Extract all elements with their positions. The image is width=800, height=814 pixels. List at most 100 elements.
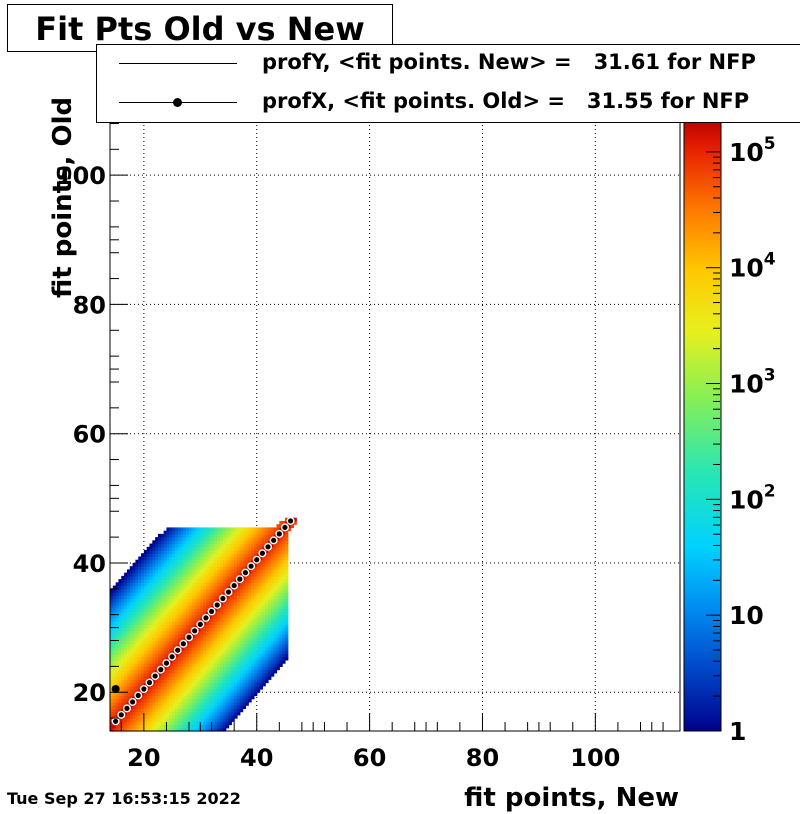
heatmap-cell (157, 537, 162, 541)
heatmap-cell (284, 614, 289, 619)
heatmap-cell (143, 585, 148, 590)
heatmap-cell (129, 566, 134, 571)
heatmap-cell (186, 543, 190, 548)
heatmap-cell (253, 627, 258, 632)
heatmap-cell (163, 666, 168, 671)
heatmap-cell (222, 624, 227, 629)
heatmap-cell (132, 601, 136, 606)
heatmap-cell (211, 569, 216, 574)
heatmap-cell (284, 656, 289, 661)
heatmap-cell (268, 553, 272, 558)
heatmap-cell (220, 721, 224, 726)
heatmap-cell (126, 634, 131, 638)
heatmap-cell (245, 588, 249, 593)
heatmap-cell (163, 595, 168, 600)
heatmap-cell (174, 721, 179, 726)
heatmap-cell (284, 646, 289, 651)
heatmap-cell (242, 692, 247, 697)
heatmap-cell (183, 701, 187, 706)
heatmap-cell (268, 579, 272, 583)
z-tick-label: 104 (729, 250, 776, 283)
heatmap-cell (135, 604, 139, 609)
heatmap-cell (234, 617, 238, 622)
heatmap-cell (141, 601, 145, 606)
heatmap-cell (282, 634, 286, 638)
heatmap-cell (205, 714, 210, 719)
heatmap-cell (135, 575, 139, 580)
heatmap-cell (163, 653, 168, 658)
heatmap-cell (262, 540, 266, 545)
heatmap-cell (135, 714, 139, 719)
heatmap-cell (155, 695, 159, 700)
heatmap-cell (112, 627, 117, 632)
heatmap-cell (256, 533, 261, 538)
heatmap-cell (155, 621, 159, 625)
heatmap-cell (132, 575, 136, 580)
heatmap-cell (183, 624, 187, 629)
heatmap-cell (143, 656, 148, 661)
heatmap-cell (143, 611, 148, 616)
heatmap-cell (191, 679, 196, 684)
heatmap-cell (160, 595, 165, 600)
heatmap-cell (276, 537, 280, 541)
heatmap-cell (177, 527, 182, 532)
heatmap-cell (259, 650, 263, 655)
heatmap-cell (126, 588, 131, 593)
heatmap-cell (248, 592, 252, 596)
heatmap-cell (251, 588, 255, 593)
heatmap-cell (253, 643, 258, 648)
heatmap-cell (205, 650, 210, 655)
heatmap-cell (141, 595, 145, 600)
heatmap-cell (129, 727, 134, 732)
heatmap-cell (200, 569, 204, 574)
heatmap-cell (143, 604, 148, 609)
heatmap-cell (262, 656, 266, 661)
heatmap-cell (248, 582, 252, 587)
heatmap-cell (115, 585, 120, 590)
heatmap-cell (279, 575, 283, 580)
heatmap-cell (146, 695, 151, 700)
heatmap-cell (211, 592, 216, 596)
heatmap-cell (208, 666, 213, 671)
heatmap-cell (248, 540, 252, 545)
heatmap-cell (282, 646, 286, 651)
heatmap-cell (214, 676, 218, 680)
heatmap-cell (174, 640, 179, 645)
heatmap-cell (149, 698, 153, 703)
heatmap-cell (183, 611, 187, 616)
heatmap-cell (191, 598, 196, 603)
heatmap-cell (124, 604, 128, 609)
heatmap-cell (239, 608, 244, 613)
heatmap-cell (262, 608, 266, 613)
heatmap-cell (262, 530, 266, 535)
heatmap-cell (228, 643, 232, 648)
heatmap-cell (174, 614, 179, 619)
heatmap-cell (262, 630, 266, 635)
heatmap-cell (177, 708, 182, 713)
heatmap-cell (177, 608, 182, 613)
heatmap-cell (138, 611, 142, 616)
heatmap-cell (236, 546, 241, 551)
heatmap-cell (256, 588, 261, 593)
heatmap-cell (234, 653, 238, 658)
heatmap-cell (126, 608, 131, 613)
heatmap-cell (135, 614, 139, 619)
heatmap-cell (222, 566, 227, 571)
heatmap-cell (276, 524, 280, 529)
heatmap-cell (155, 608, 159, 613)
heatmap-cell (251, 598, 255, 603)
heatmap-cell (172, 562, 176, 567)
heatmap-cell (129, 575, 134, 580)
heatmap-cell (256, 679, 261, 684)
heatmap-cell (273, 604, 278, 609)
heatmap-cell (146, 640, 151, 645)
heatmap-cell (236, 650, 241, 655)
heatmap-cell (211, 559, 216, 564)
heatmap-cell (228, 579, 232, 583)
heatmap-cell (155, 579, 159, 583)
heatmap-cell (251, 604, 255, 609)
heatmap-cell (200, 698, 204, 703)
heatmap-cell (135, 569, 139, 574)
heatmap-cell (186, 659, 190, 664)
heatmap-cell (112, 695, 117, 700)
